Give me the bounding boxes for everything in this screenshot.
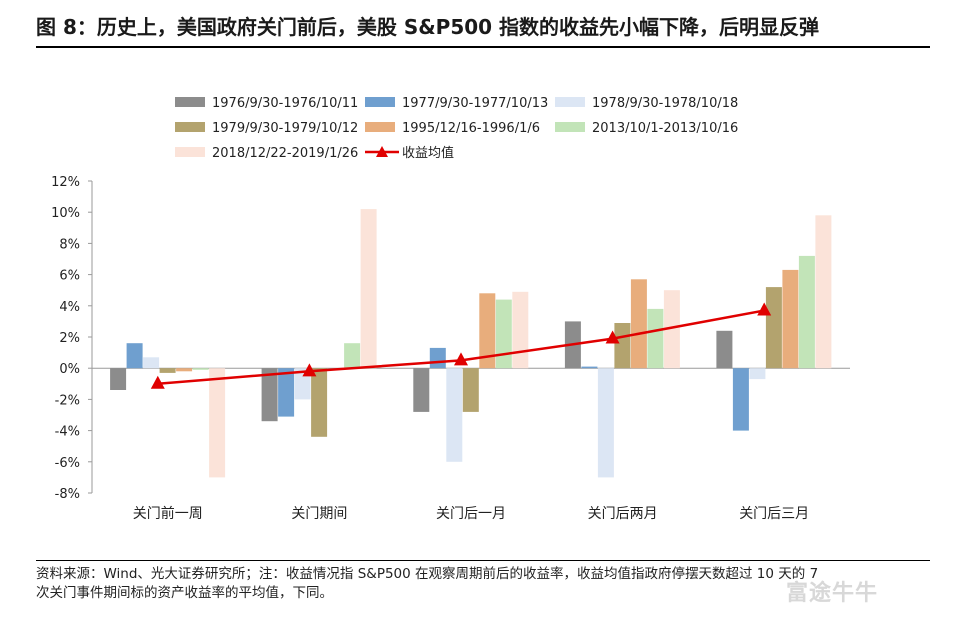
- legend-label: 1977/9/30-1977/10/13: [402, 96, 548, 111]
- y-tick-label: -4%: [55, 425, 80, 440]
- bar: [462, 368, 479, 412]
- mean-point: [454, 352, 468, 366]
- x-tick-label: 关门期间: [291, 506, 347, 522]
- bars: [110, 209, 832, 478]
- bar: [209, 368, 226, 478]
- mean-point: [757, 302, 772, 316]
- x-tick-label: 关门后两月: [588, 506, 658, 522]
- legend-label: 1995/12/16-1996/1/6: [402, 121, 540, 136]
- bar: [749, 368, 766, 380]
- bar: [344, 343, 361, 369]
- bar: [479, 293, 496, 369]
- y-tick-label: 0%: [59, 362, 80, 377]
- legend-label: 2013/10/1-2013/10/16: [592, 121, 738, 136]
- mean-line: [150, 302, 772, 389]
- bar: [261, 368, 278, 422]
- bar: [716, 330, 733, 369]
- source-rule: [36, 560, 930, 561]
- bar: [647, 308, 664, 369]
- legend-swatch: [365, 97, 395, 107]
- legend-label: 1978/9/30-1978/10/18: [592, 96, 738, 111]
- bar: [110, 368, 127, 390]
- source-line-2: 次关门事件期间标的资产收益率的平均值，下同。: [36, 585, 333, 601]
- legend-swatch: [175, 147, 205, 157]
- source-line-1: 资料来源：Wind、光大证券研究所；注：收益情况指 S&P500 在观察周期前后…: [36, 566, 819, 582]
- y-tick-label: 4%: [59, 300, 80, 315]
- bar: [446, 368, 463, 462]
- legend: 1976/9/30-1976/10/11 1977/9/30-1977/10/13…: [175, 96, 738, 161]
- legend-label: 2018/12/22-2019/1/26: [212, 146, 358, 161]
- x-tick-label: 关门后三月: [739, 506, 809, 522]
- bar: [413, 368, 430, 412]
- y-tick-label: 6%: [59, 269, 80, 284]
- x-tick-label: 关门后一月: [436, 506, 506, 522]
- bar: [176, 368, 193, 372]
- bar: [495, 299, 512, 369]
- legend-swatch: [365, 122, 395, 132]
- y-tick-label: 10%: [51, 206, 80, 221]
- mean-point: [150, 375, 165, 389]
- y-tick-label: -6%: [55, 456, 80, 471]
- bar: [429, 347, 446, 369]
- legend-swatch: [555, 97, 585, 107]
- y-tick-label: 8%: [59, 237, 80, 252]
- figure-title: 图 8：历史上，美国政府关门前后，美股 S&P500 指数的收益先小幅下降，后明…: [36, 15, 820, 39]
- legend-swatch: [555, 122, 585, 132]
- legend-swatch: [175, 122, 205, 132]
- bar: [581, 366, 598, 369]
- bar: [512, 291, 529, 369]
- bar: [732, 368, 749, 431]
- y-tick-label: 12%: [51, 175, 80, 190]
- legend-label: 收益均值: [402, 145, 454, 161]
- bar: [630, 279, 647, 369]
- bar: [159, 368, 176, 373]
- bar: [278, 368, 295, 417]
- mean-point: [605, 330, 620, 344]
- bar: [798, 255, 815, 369]
- source-note: 资料来源：Wind、光大证券研究所；注：收益情况指 S&P500 在观察周期前后…: [36, 565, 936, 603]
- y-tick-label: 2%: [59, 331, 80, 346]
- x-tick-label: 关门前一周: [133, 505, 203, 522]
- bar: [815, 215, 832, 369]
- bar: [765, 287, 782, 369]
- x-axis: 关门前一周 关门期间 关门后一月 关门后两月 关门后三月: [133, 505, 809, 522]
- y-tick-label: -2%: [55, 393, 80, 408]
- bar: [597, 368, 614, 478]
- bar: [614, 323, 631, 369]
- bar: [782, 269, 799, 369]
- bar: [663, 290, 680, 369]
- watermark: 富途牛牛: [786, 581, 879, 606]
- y-tick-label: -8%: [55, 487, 80, 502]
- legend-swatch: [175, 97, 205, 107]
- legend-label: 1979/9/30-1979/10/12: [212, 121, 358, 136]
- bar-chart: 1976/9/30-1976/10/11 1977/9/30-1977/10/13…: [51, 96, 850, 522]
- bar: [360, 209, 377, 369]
- bar: [143, 357, 160, 369]
- title-rule: [36, 46, 930, 48]
- bar: [311, 368, 328, 437]
- mean-point: [302, 363, 317, 377]
- bar: [126, 343, 143, 369]
- legend-label: 1976/9/30-1976/10/11: [212, 96, 358, 111]
- legend-marker-triangle: [376, 146, 388, 157]
- bar: [192, 368, 209, 370]
